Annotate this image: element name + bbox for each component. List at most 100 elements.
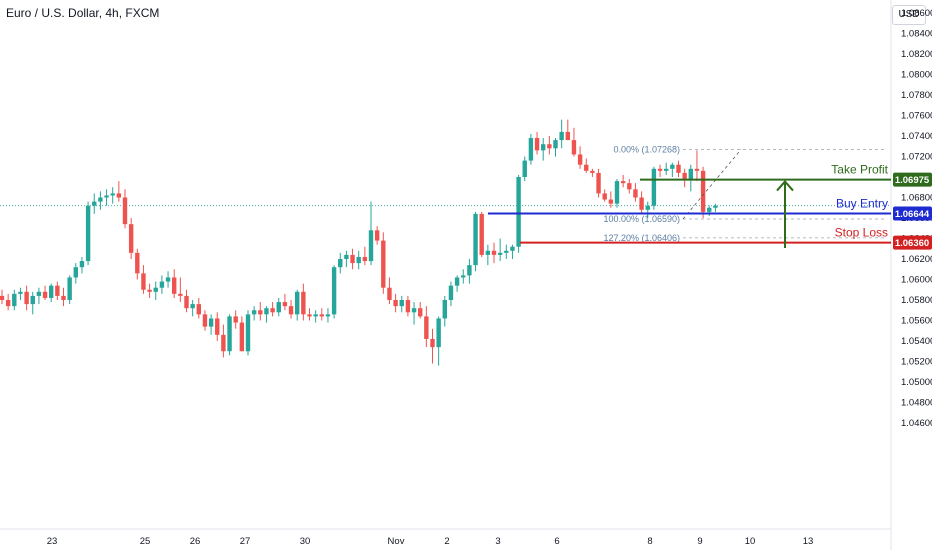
candle-body: [5, 300, 11, 307]
time-tick-label: 8: [647, 536, 652, 547]
candle-body: [42, 291, 48, 298]
candle-body: [221, 334, 226, 352]
candle-body: [627, 183, 632, 190]
candle-body: [264, 308, 269, 315]
price-tick-label: 1.07200: [901, 152, 932, 163]
chart-title: Euro / U.S. Dollar, 4h, FXCM: [6, 6, 160, 20]
candle-body: [67, 277, 72, 300]
candle-body: [381, 240, 386, 288]
candle-body: [135, 252, 140, 274]
candle-body: [178, 293, 183, 296]
candle-body: [110, 193, 115, 196]
candle-body: [602, 193, 607, 200]
candle-body: [430, 338, 435, 348]
candle-body: [159, 281, 165, 288]
candle-body: [184, 295, 189, 309]
candle-body: [688, 168, 693, 180]
time-tick-label: Nov: [388, 536, 405, 547]
candle-body: [694, 168, 700, 171]
candle-body: [319, 314, 324, 317]
target-arrow-head: [776, 180, 794, 192]
fib-level-label: 127.20% (1.06406): [603, 233, 680, 243]
time-tick-label: 6: [554, 536, 559, 547]
candle-body: [350, 254, 355, 264]
time-tick-label: 13: [803, 536, 814, 547]
candle-body: [399, 300, 404, 307]
candle-body: [436, 318, 441, 348]
candle-body: [18, 291, 23, 294]
candle-body: [473, 213, 478, 266]
candle-body: [651, 168, 657, 206]
candle-body: [104, 195, 109, 198]
candle-body: [485, 250, 491, 255]
candle-body: [313, 314, 318, 317]
candle-body: [258, 310, 263, 315]
candle-body: [122, 197, 128, 225]
price-tick-label: 1.05000: [901, 377, 932, 388]
currency-button[interactable]: USD: [892, 5, 926, 25]
candle-body: [245, 314, 251, 352]
candle-body: [565, 131, 570, 141]
price-tick-label: 1.06800: [901, 193, 932, 204]
time-tick-label: 23: [47, 536, 58, 547]
candle-body: [24, 291, 29, 305]
candle-body: [528, 138, 534, 161]
price-tick-label: 1.08000: [901, 70, 932, 81]
price-tick-label: 1.06200: [901, 254, 932, 265]
time-tick-label: 25: [140, 536, 151, 547]
candle-body: [584, 164, 589, 171]
buy-entry-price-tag-text: 1.06644: [895, 209, 930, 220]
candle-body: [12, 293, 17, 307]
candle-body: [282, 302, 288, 307]
candle-body: [92, 201, 97, 206]
candle-body: [510, 246, 515, 251]
candle-body: [0, 295, 5, 300]
candle-body: [707, 207, 712, 212]
buy-entry-label: Buy Entry: [836, 196, 888, 210]
candle-body: [620, 181, 626, 184]
time-tick-label: 30: [300, 536, 311, 547]
time-tick-label: 9: [697, 536, 702, 547]
price-tick-label: 1.07400: [901, 131, 932, 142]
candle-body: [165, 277, 171, 282]
candle-body: [516, 177, 521, 247]
price-tick-label: 1.05200: [901, 357, 932, 368]
candle-body: [98, 197, 103, 202]
stop-loss-price-tag-text: 1.06360: [895, 238, 929, 249]
time-tick-label: 2: [444, 536, 449, 547]
candle-body: [614, 181, 620, 204]
candle-body: [645, 205, 650, 210]
candle-body: [307, 314, 312, 317]
candle-body: [424, 316, 429, 339]
candle-body: [215, 318, 220, 335]
candle-body: [504, 250, 509, 253]
candle-body: [141, 273, 146, 290]
time-tick-label: 26: [190, 536, 201, 547]
candle-body: [639, 197, 644, 210]
candle-body: [362, 256, 368, 262]
candle-body: [670, 164, 675, 169]
candle-body: [153, 287, 158, 292]
candle-body: [49, 285, 54, 298]
candle-body: [657, 168, 663, 171]
time-tick-label: 3: [495, 536, 500, 547]
candle-body: [85, 205, 91, 262]
price-tick-label: 1.08200: [901, 49, 932, 60]
candle-body: [497, 252, 503, 255]
buy-entry-price-tag: [893, 206, 932, 221]
price-tick-label: 1.08600: [901, 8, 932, 19]
candle-body: [393, 300, 398, 307]
candle-body: [331, 267, 337, 315]
candle-body: [664, 168, 669, 171]
candle-body: [227, 316, 232, 352]
candle-body: [461, 275, 466, 278]
candle-body: [73, 267, 78, 278]
candle-body: [295, 291, 300, 315]
candle-body: [368, 230, 374, 262]
candle-body: [571, 140, 577, 155]
candle-body: [344, 254, 349, 259]
candle-body: [55, 285, 60, 296]
candle-body: [682, 172, 687, 180]
candle-body: [288, 306, 294, 315]
